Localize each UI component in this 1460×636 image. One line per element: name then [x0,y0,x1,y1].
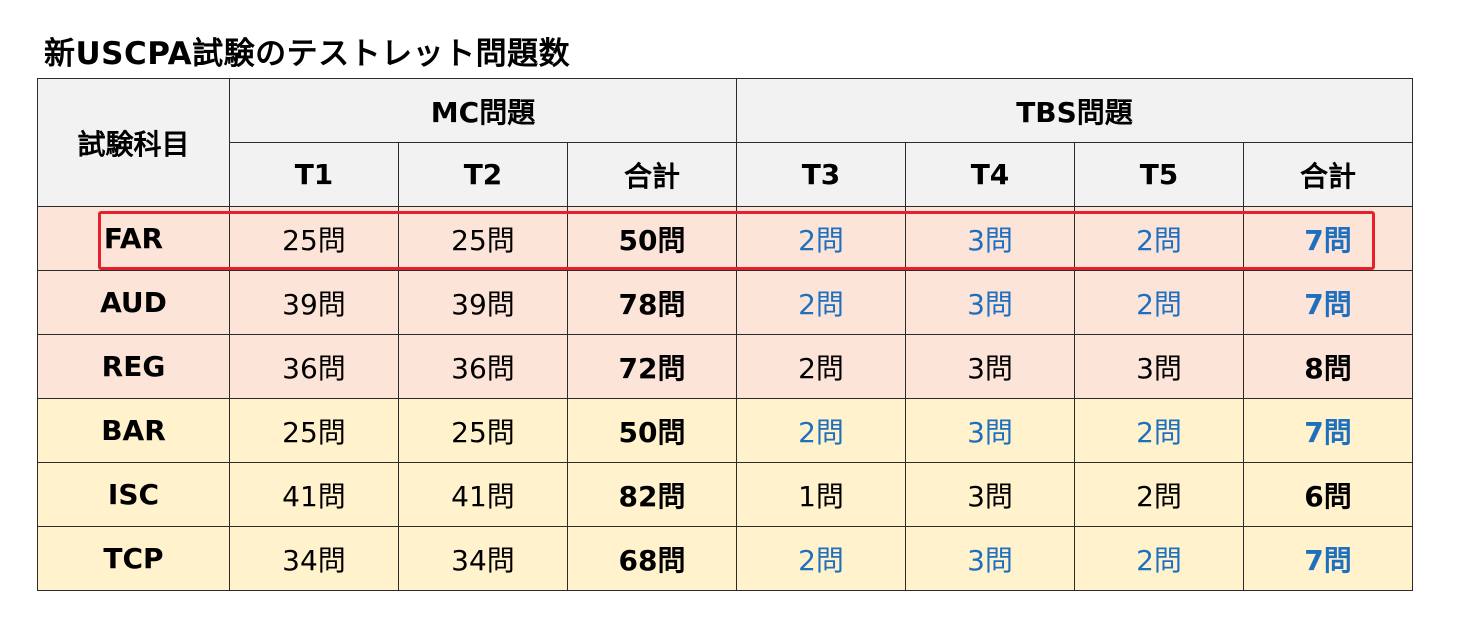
cell-t4: 3問 [905,334,1075,399]
cell-t5: 2問 [1074,270,1244,335]
cell-tbs-total: 7問 [1243,270,1413,335]
cell-t5: 3問 [1074,334,1244,399]
cell-subject: TCP [37,526,230,591]
cell-t5: 2問 [1074,206,1244,271]
header-tbs-group: TBS問題 [736,78,1413,143]
header-t3: T3 [736,142,906,207]
cell-mc-total: 68問 [567,526,737,591]
cell-t4: 3問 [905,398,1075,463]
cell-mc-total: 78問 [567,270,737,335]
cell-tbs-total: 7問 [1243,526,1413,591]
cell-t1: 25問 [229,398,399,463]
cell-t2: 41問 [398,462,568,527]
cell-mc-total: 82問 [567,462,737,527]
cell-t1: 36問 [229,334,399,399]
cell-t2: 34問 [398,526,568,591]
header-tbs-total: 合計 [1243,142,1413,207]
testlet-table: 試験科目 MC問題 TBS問題 T1 T2 合計 T3 T4 T5 合計 FAR… [37,78,1413,591]
cell-mc-total: 50問 [567,398,737,463]
header-t2: T2 [398,142,568,207]
cell-mc-total: 50問 [567,206,737,271]
header-t5: T5 [1074,142,1244,207]
cell-tbs-total: 8問 [1243,334,1413,399]
cell-t3: 2問 [736,334,906,399]
header-mc-total: 合計 [567,142,737,207]
cell-t2: 39問 [398,270,568,335]
cell-t1: 39問 [229,270,399,335]
header-subject: 試験科目 [37,78,230,207]
cell-tbs-total: 6問 [1243,462,1413,527]
cell-t3: 2問 [736,270,906,335]
cell-t5: 2問 [1074,398,1244,463]
cell-t1: 41問 [229,462,399,527]
cell-t2: 25問 [398,398,568,463]
cell-subject: ISC [37,462,230,527]
cell-t1: 34問 [229,526,399,591]
cell-t4: 3問 [905,206,1075,271]
cell-t2: 25問 [398,206,568,271]
cell-t5: 2問 [1074,462,1244,527]
cell-t3: 2問 [736,206,906,271]
cell-t4: 3問 [905,270,1075,335]
cell-mc-total: 72問 [567,334,737,399]
page-title: 新USCPA試験のテストレット問題数 [44,36,571,72]
table-row-aud: AUD 39問 39問 78問 2問 3問 2問 7問 [37,270,1413,335]
table-row-far: FAR 25問 25問 50問 2問 3問 2問 7問 [37,206,1413,271]
header-t1: T1 [229,142,399,207]
table-row-reg: REG 36問 36問 72問 2問 3問 3問 8問 [37,334,1413,399]
table-row-tcp: TCP 34問 34問 68問 2問 3問 2問 7問 [37,526,1413,591]
header-mc-group: MC問題 [229,78,737,143]
table-row-isc: ISC 41問 41問 82問 1問 3問 2問 6問 [37,462,1413,527]
cell-t3: 2問 [736,398,906,463]
cell-subject: AUD [37,270,230,335]
table-row-bar: BAR 25問 25問 50問 2問 3問 2問 7問 [37,398,1413,463]
header-t4: T4 [905,142,1075,207]
cell-t1: 25問 [229,206,399,271]
cell-t4: 3問 [905,462,1075,527]
cell-tbs-total: 7問 [1243,398,1413,463]
cell-t3: 2問 [736,526,906,591]
cell-t3: 1問 [736,462,906,527]
cell-t5: 2問 [1074,526,1244,591]
cell-t2: 36問 [398,334,568,399]
cell-t4: 3問 [905,526,1075,591]
cell-tbs-total: 7問 [1243,206,1413,271]
cell-subject: BAR [37,398,230,463]
cell-subject: FAR [37,206,230,271]
cell-subject: REG [37,334,230,399]
